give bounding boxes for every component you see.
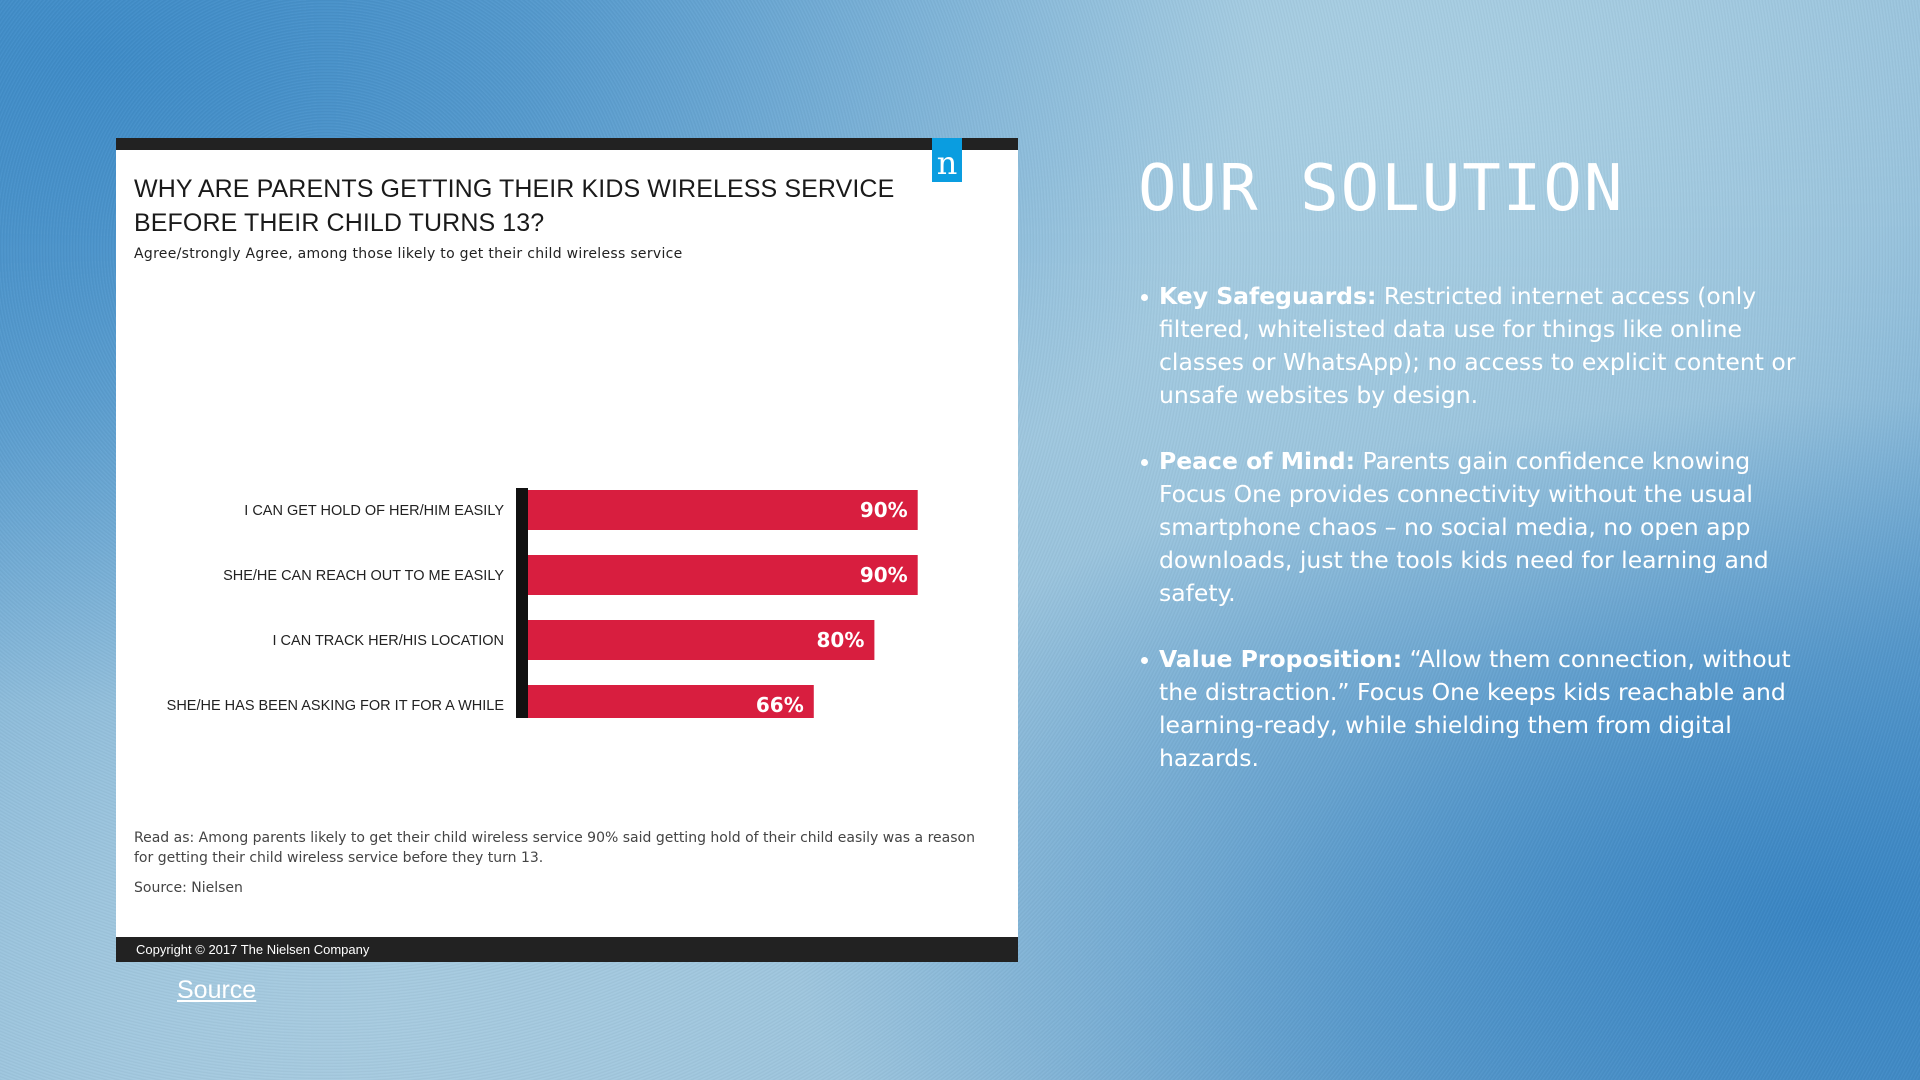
bar xyxy=(528,555,918,595)
chart-source: Source: Nielsen xyxy=(134,880,243,896)
bar-value-label: 80% xyxy=(817,628,865,652)
card-top-bar xyxy=(116,138,1018,150)
bar xyxy=(528,620,875,660)
bar xyxy=(528,685,814,718)
category-label: SHE/HE HAS BEEN ASKING FOR IT FOR A WHIL… xyxy=(167,698,505,714)
bullet-key-safeguards: Key Safeguards: Restricted internet acce… xyxy=(1141,280,1809,412)
bullet-peace-of-mind: Peace of Mind: Parents gain confidence k… xyxy=(1141,445,1809,610)
bar xyxy=(528,490,918,530)
bullet-title: Key Safeguards: xyxy=(1159,282,1377,310)
bar-value-label: 90% xyxy=(860,498,908,522)
bullet-value-proposition: Value Proposition: “Allow them connectio… xyxy=(1141,643,1809,775)
category-label: SHE/HE CAN REACH OUT TO ME EASILY xyxy=(223,568,504,584)
source-link[interactable]: Source xyxy=(177,976,257,1004)
chart-card: n WHY ARE PARENTS GETTING THEIR KIDS WIR… xyxy=(116,138,1018,962)
category-label: I CAN TRACK HER/HIS LOCATION xyxy=(273,633,505,649)
bar-value-label: 66% xyxy=(756,693,804,717)
chart-title: WHY ARE PARENTS GETTING THEIR KIDS WIREL… xyxy=(134,175,895,237)
solution-title: OUR SOLUTION xyxy=(1138,152,1625,226)
bullet-title: Value Proposition: xyxy=(1159,645,1403,673)
copyright-bar: Copyright © 2017 The Nielsen Company xyxy=(116,937,1018,962)
bar-chart: 90% I CAN GET HOLD OF HER/HIM EASILY 90% SH… xyxy=(167,488,918,718)
bullet-title: Peace of Mind: xyxy=(1159,447,1356,475)
chart-subtitle: Agree/strongly Agree, among those likely… xyxy=(134,246,683,262)
bullet-text: “Allow them connection, without the dist… xyxy=(1159,645,1791,772)
bullet-text: Restricted internet access (only filtere… xyxy=(1159,282,1796,409)
nielsen-logo-icon: n xyxy=(932,138,962,182)
category-label: I CAN GET HOLD OF HER/HIM EASILY xyxy=(244,503,504,519)
solution-bullets: Key Safeguards: Restricted internet acce… xyxy=(1138,280,1809,808)
y-axis-line xyxy=(516,488,528,718)
read-as-note: Read as: Among parents likely to get the… xyxy=(134,830,975,866)
bar-value-label: 90% xyxy=(860,563,908,587)
bullet-text: Parents gain confidence knowing Focus On… xyxy=(1159,447,1769,607)
